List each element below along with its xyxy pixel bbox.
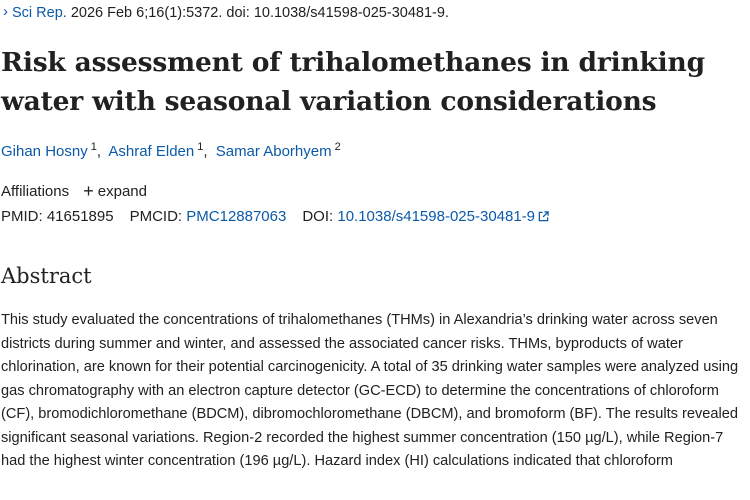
author-link[interactable]: Ashraf Elden <box>108 143 195 160</box>
pmid-value: 41651895 <box>46 208 114 225</box>
author-link[interactable]: Samar Aborhyem <box>215 143 332 160</box>
identifiers-row: PMID: 41651895 PMCID: PMC12887063 DOI: 10.… <box>1 208 549 225</box>
article-title: Risk assessment of trihalomethanes in dr… <box>1 47 705 117</box>
abstract-heading: Abstract <box>1 264 92 288</box>
doi-link[interactable]: 10.1038/s41598-025-30481-9 <box>337 208 549 225</box>
plus-icon: + <box>83 181 94 201</box>
affiliations-row: Affiliations + expand <box>1 180 147 201</box>
doi-label: DOI: <box>302 208 334 225</box>
author-list: Gihan Hosny 1, Ashraf Elden 1, Samar Aborh… <box>1 141 341 160</box>
abstract-text: This study evaluated the concentrations … <box>1 312 739 469</box>
pmcid-label: PMCID: <box>129 208 183 225</box>
external-link-icon <box>538 211 549 222</box>
expand-label: expand <box>97 183 147 200</box>
expand-affiliations-button[interactable]: + expand <box>83 181 147 201</box>
author-link[interactable]: Gihan Hosny <box>1 143 88 160</box>
doi-value: 10.1038/s41598-025-30481-9 <box>337 208 536 225</box>
pmcid-link[interactable]: PMC12887063 <box>186 208 287 225</box>
pmid-label: PMID: <box>1 208 43 225</box>
chevron-right-icon[interactable]: › <box>3 3 8 20</box>
affiliations-label: Affiliations <box>1 183 70 200</box>
affiliation-number[interactable]: 1 <box>197 141 204 153</box>
citation-line: › Sci Rep. 2026 Feb 6;16(1):5372. doi: 10… <box>3 3 449 21</box>
journal-link[interactable]: Sci Rep. <box>12 5 67 21</box>
affiliation-number[interactable]: 2 <box>334 141 341 153</box>
citation-details: 2026 Feb 6;16(1):5372. doi: 10.1038/s415… <box>66 5 449 21</box>
affiliation-number[interactable]: 1 <box>90 141 97 153</box>
